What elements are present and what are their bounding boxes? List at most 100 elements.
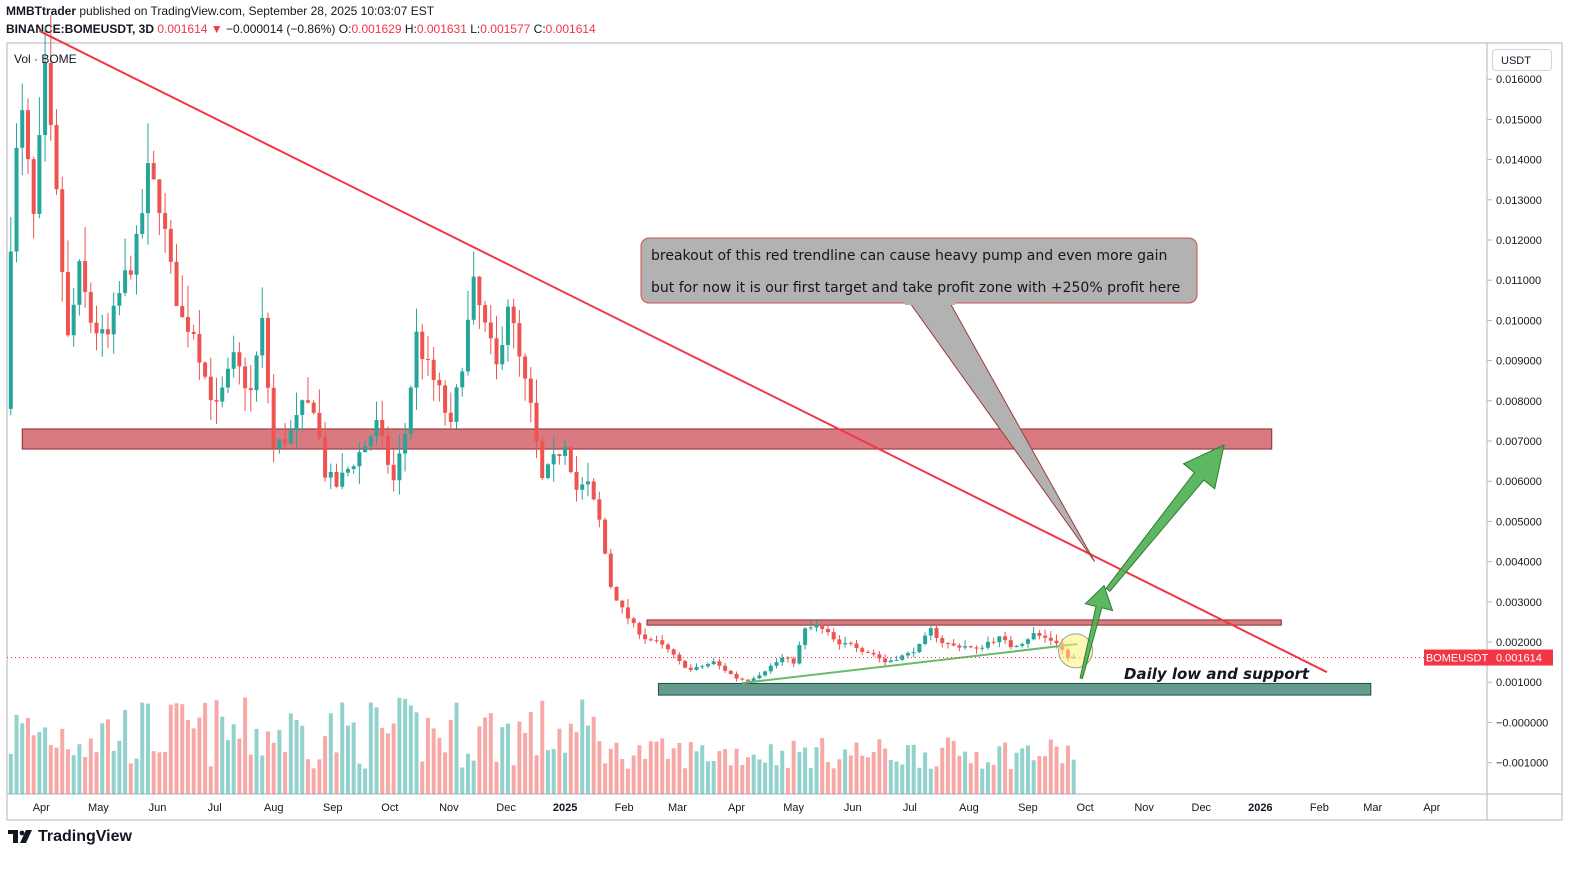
candle — [1008, 635, 1013, 650]
candle — [934, 623, 939, 643]
candle — [477, 276, 482, 329]
candle-body — [323, 437, 328, 478]
volume-bar — [140, 702, 145, 794]
volume-bar — [363, 768, 368, 794]
volume-bar — [128, 763, 133, 794]
candle — [511, 298, 516, 349]
candle — [717, 658, 722, 670]
candle — [768, 663, 773, 675]
candle-body — [368, 436, 373, 447]
volume-bar — [734, 748, 739, 794]
volume-bar — [385, 733, 390, 794]
candle-body — [683, 660, 688, 668]
candle-body — [517, 323, 522, 357]
volume-bar — [397, 697, 402, 794]
volume-bar — [757, 759, 762, 794]
candle-body — [574, 472, 579, 490]
candle — [465, 290, 470, 376]
volume-bar — [1008, 768, 1013, 794]
candle — [1043, 629, 1048, 643]
candle — [797, 641, 802, 665]
volume-bar — [545, 750, 550, 794]
candles — [8, 14, 1076, 683]
candle-body — [580, 484, 585, 490]
volume-bar — [580, 699, 585, 794]
candle — [60, 176, 65, 302]
candle-body — [37, 135, 42, 214]
candle-body — [991, 641, 996, 643]
candle-body — [345, 469, 350, 473]
candle — [871, 649, 876, 657]
candle-body — [597, 499, 602, 520]
candle — [260, 287, 265, 368]
candle — [334, 463, 339, 488]
candle — [671, 648, 676, 659]
open-value: 0.001629 — [351, 22, 402, 36]
price-tag-value-bg — [1489, 649, 1553, 666]
candle-body — [877, 654, 882, 659]
candle — [494, 315, 499, 380]
candle-body — [974, 647, 979, 649]
candle — [345, 466, 350, 477]
candle — [545, 463, 550, 480]
volume-bar — [1020, 748, 1025, 794]
author-name[interactable]: MMBTtrader — [6, 4, 77, 18]
candle — [877, 650, 882, 663]
candle-body — [900, 655, 905, 660]
volume-bar — [820, 738, 825, 794]
candle — [123, 238, 128, 297]
change-arrow-icon: ▼ — [210, 22, 223, 36]
volume-bar — [883, 748, 888, 794]
candle — [580, 477, 585, 500]
candle-body — [8, 251, 13, 409]
symbol-label[interactable]: BINANCE:BOMEUSDT — [6, 22, 132, 36]
volume-bar — [134, 758, 139, 794]
volume-bar — [997, 746, 1002, 794]
volume-bar — [1043, 756, 1048, 794]
candle-body — [311, 402, 316, 413]
candle-body — [1031, 633, 1036, 640]
candle-body — [511, 306, 516, 324]
candle — [88, 282, 93, 333]
candle — [420, 324, 425, 380]
close-value: 0.001614 — [545, 22, 596, 36]
y-tick-label: 0.011000 — [1496, 275, 1541, 287]
candle — [157, 179, 162, 236]
candle-body — [100, 329, 105, 334]
candle-body — [157, 179, 162, 214]
candle — [488, 304, 493, 355]
candle-body — [780, 657, 785, 663]
candle — [911, 647, 916, 658]
candle-body — [945, 643, 950, 645]
volume-bar — [123, 710, 128, 794]
candle — [740, 677, 745, 681]
candle-body — [54, 125, 59, 190]
volume-bar — [14, 714, 19, 794]
candle-body — [334, 471, 339, 487]
low-value: 0.001577 — [480, 22, 531, 36]
volume-bar — [763, 762, 768, 794]
x-tick-label: May — [783, 802, 804, 814]
candle-body — [785, 657, 790, 659]
candle-body — [65, 272, 70, 336]
candle-body — [985, 641, 990, 648]
candle — [25, 98, 30, 174]
candle-body — [740, 678, 745, 680]
x-tick-label: 2025 — [553, 802, 577, 814]
candle-body — [465, 319, 470, 372]
x-tick-label: Apr — [728, 802, 745, 814]
volume-bar — [100, 723, 105, 794]
tradingview-footer[interactable]: TradingView — [8, 828, 132, 846]
candle-body — [357, 452, 362, 467]
volume-bar — [900, 764, 905, 794]
candle-body — [1048, 637, 1053, 641]
candle — [700, 664, 705, 670]
y-tick-label: 0.003000 — [1496, 597, 1542, 609]
candle-body — [437, 379, 442, 386]
candle — [43, 26, 48, 162]
volume-bar — [968, 763, 973, 794]
candle-body — [105, 329, 110, 335]
volume-bar — [443, 752, 448, 794]
currency-button[interactable]: USDT — [1492, 49, 1552, 71]
